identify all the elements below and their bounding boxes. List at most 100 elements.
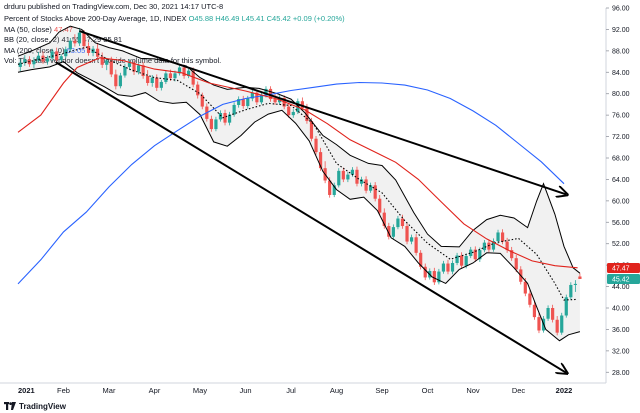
candle-body [414, 237, 418, 253]
candle-70 [337, 168, 341, 188]
trendline-2 [55, 61, 567, 373]
candle-body [132, 62, 136, 72]
candle-body [223, 113, 227, 123]
low-value: 45.41 [245, 14, 265, 23]
candle-body [346, 174, 350, 180]
tradingview-footer: TradingView [4, 402, 66, 411]
candle-body [136, 65, 141, 72]
x-tick-label-12: 2022 [556, 386, 573, 395]
candle-body [196, 84, 200, 96]
open-value: 45.88 [194, 14, 214, 23]
candle-65 [314, 136, 318, 155]
candle-body [437, 271, 441, 283]
y-tick-label-9: 64.00 [612, 177, 630, 184]
candle-114 [537, 312, 541, 334]
tradingview-logo-icon [4, 402, 16, 410]
candle-body [378, 198, 382, 213]
candle-116 [546, 305, 550, 321]
candle-body [264, 88, 268, 95]
candle-body [464, 256, 468, 266]
candle-body [487, 242, 491, 250]
candle-body [369, 185, 373, 191]
last-price-badge: 45.42 [607, 273, 640, 284]
candle-45 [223, 109, 227, 126]
candle-31 [159, 79, 163, 91]
candle-23 [123, 63, 127, 78]
candle-body [569, 284, 573, 298]
candle-102 [482, 239, 486, 253]
candle-body [146, 76, 150, 83]
candle-86 [409, 234, 414, 245]
candle-92 [437, 268, 441, 285]
candle-body [564, 297, 568, 316]
candle-body [250, 92, 254, 99]
candle-body [405, 226, 409, 242]
footer-brand: TradingView [19, 402, 66, 411]
ma50-label: MA (50, close) [4, 24, 52, 34]
candle-81 [387, 222, 391, 240]
candle-body [314, 138, 318, 153]
candle-37 [187, 68, 191, 79]
candle-body [123, 66, 127, 76]
candle-22 [118, 72, 122, 89]
y-tick-label-6: 52.00 [612, 241, 630, 248]
candle-body [423, 266, 427, 278]
x-tick-label-11: Dec [512, 386, 526, 395]
y-tick-label-0: 28.00 [612, 370, 630, 377]
candle-body [114, 74, 118, 87]
bb-upper-line [17, 25, 581, 274]
candle-29 [150, 74, 154, 87]
candle-60 [291, 109, 295, 118]
candle-body [173, 73, 177, 79]
candle-123 [578, 273, 582, 280]
candle-3 [32, 57, 36, 68]
candle-19 [105, 57, 109, 71]
candle-body [391, 227, 395, 237]
candle-body [578, 276, 582, 279]
bollinger-band-fill [18, 26, 580, 341]
candle-75 [359, 176, 364, 187]
candle-79 [378, 194, 382, 216]
candle-body [237, 99, 241, 105]
candle-93 [441, 260, 446, 274]
candle-body [400, 218, 405, 227]
candle-49 [241, 95, 245, 109]
y-tick-label-8: 60.00 [612, 198, 630, 205]
bb-label: BB (20, close, 2) [4, 35, 60, 44]
candle-body [182, 67, 186, 77]
candle-body [446, 263, 450, 272]
candle-body [373, 185, 377, 199]
trendline-1 [79, 30, 566, 194]
ma50-price-badge-label: 47.47 [612, 266, 630, 273]
candle-13 [77, 27, 82, 47]
candle-78 [373, 182, 377, 202]
candle-body [168, 73, 173, 79]
last-price-badge-label: 45.42 [612, 277, 630, 284]
y-tick-label-17: 96.00 [612, 6, 630, 13]
candle-body [364, 179, 368, 191]
candle-body [555, 319, 559, 333]
candle-body [150, 77, 154, 83]
candle-96 [455, 252, 459, 266]
candle-body [387, 226, 391, 237]
candle-88 [419, 250, 423, 270]
candle-74 [355, 166, 359, 187]
candle-body [419, 252, 423, 267]
candle-1 [23, 55, 27, 66]
high-value: 46.49 [220, 14, 240, 23]
candle-body [191, 70, 195, 85]
y-tick-label-2: 36.00 [612, 327, 630, 334]
candle-77 [369, 182, 373, 193]
y-tick-label-13: 80.00 [612, 91, 630, 98]
x-tick-label-5: Jun [239, 386, 251, 395]
candle-body [18, 62, 22, 67]
candle-122 [573, 280, 577, 292]
candle-body [505, 241, 509, 251]
y-tick-label-1: 32.00 [612, 348, 630, 355]
symbol-title: Percent of Stocks Above 200-Day Average,… [4, 14, 187, 23]
candle-52 [255, 89, 259, 105]
candle-body [496, 232, 500, 242]
candle-12 [73, 34, 77, 47]
candle-body [273, 99, 277, 103]
